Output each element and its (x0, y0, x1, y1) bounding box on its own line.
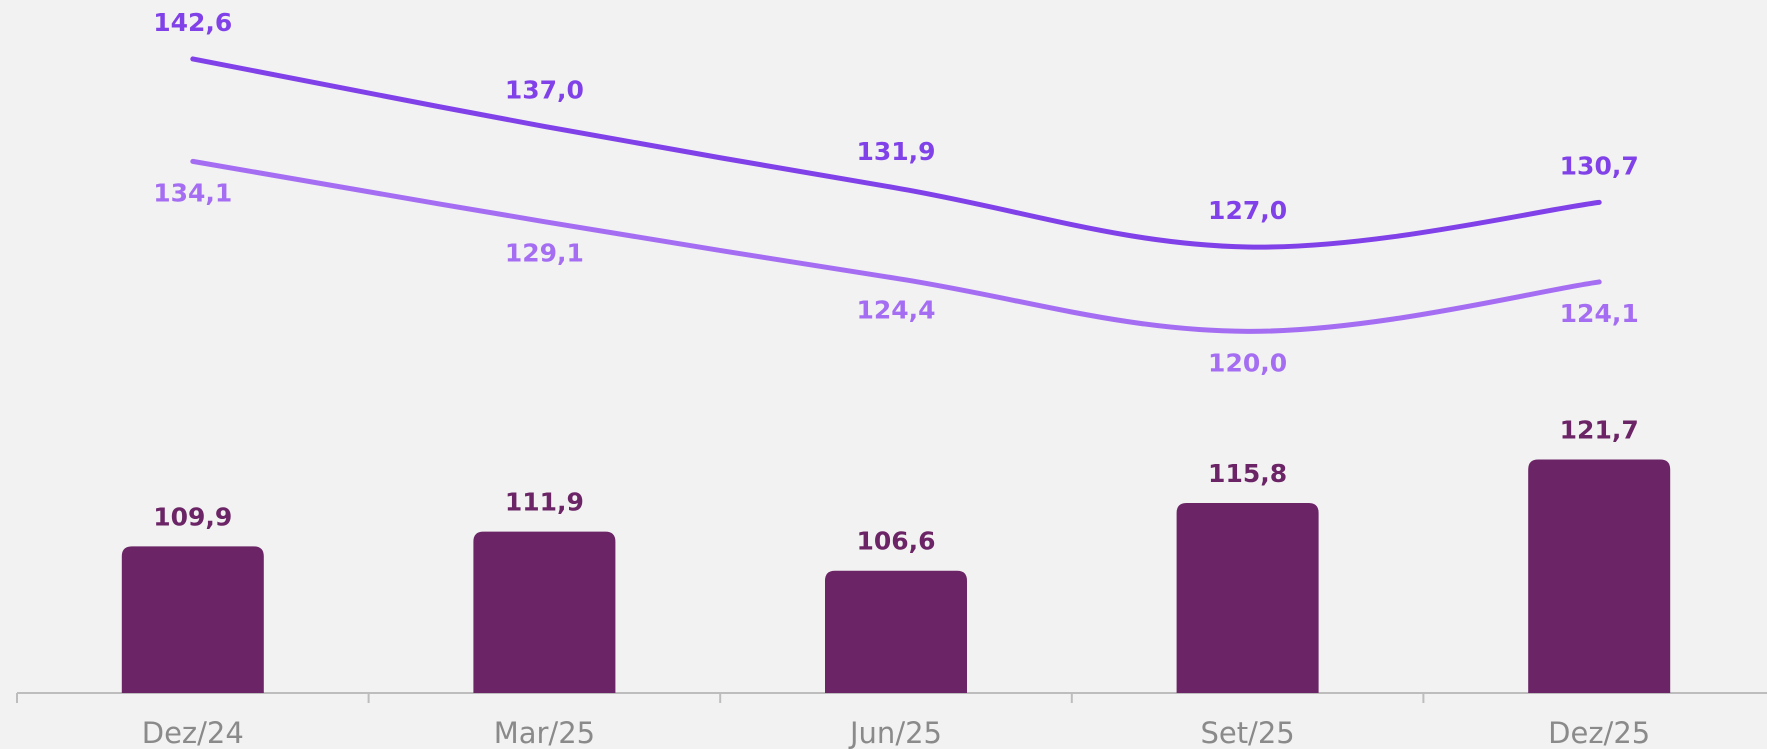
line (190, 56, 1602, 250)
x-tick-label: Dez/25 (1548, 716, 1650, 749)
line-value-label: 131,9 (856, 137, 935, 166)
bar (473, 531, 616, 693)
line-value-label: 130,7 (1560, 151, 1639, 180)
line-value-label: 124,1 (1560, 299, 1639, 328)
x-tick-label: Jun/25 (848, 716, 942, 749)
line-value-label: 120,0 (1208, 348, 1287, 377)
line-value-label: 142,6 (153, 8, 232, 37)
x-tick-label: Mar/25 (494, 716, 595, 749)
bar-value-label: 109,9 (153, 502, 232, 531)
x-tick-label: Dez/24 (142, 716, 244, 749)
line (190, 158, 1602, 334)
bar (121, 546, 264, 693)
bar-value-label: 111,9 (505, 488, 584, 517)
line-value-label: 124,4 (856, 295, 935, 324)
line-value-label: 134,1 (153, 178, 232, 207)
line-value-label: 127,0 (1208, 196, 1287, 225)
bar-value-label: 115,8 (1208, 459, 1287, 488)
bar-value-label: 106,6 (856, 527, 935, 556)
line-value-label: 129,1 (505, 239, 584, 268)
bar (825, 570, 967, 693)
bar (1176, 502, 1319, 693)
line-value-label: 137,0 (505, 75, 584, 104)
bar (1528, 459, 1671, 693)
x-tick-label: Set/25 (1200, 716, 1294, 749)
bar-value-label: 121,7 (1560, 415, 1639, 444)
